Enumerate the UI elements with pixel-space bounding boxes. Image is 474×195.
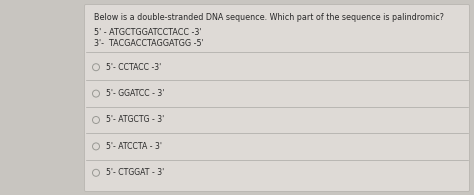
Text: 5'- CTGGAT - 3': 5'- CTGGAT - 3' (106, 168, 164, 177)
FancyBboxPatch shape (84, 4, 470, 191)
Text: 5'- ATGCTG - 3': 5'- ATGCTG - 3' (106, 115, 164, 124)
Text: 5'- CCTACC -3': 5'- CCTACC -3' (106, 63, 161, 72)
Text: 5'- ATCCTA - 3': 5'- ATCCTA - 3' (106, 142, 162, 151)
Text: 5' - ATGCTGGATCCTACC -3': 5' - ATGCTGGATCCTACC -3' (94, 28, 201, 37)
Text: 5'- GGATCC - 3': 5'- GGATCC - 3' (106, 89, 164, 98)
Text: Below is a double-stranded DNA sequence. Which part of the sequence is palindrom: Below is a double-stranded DNA sequence.… (94, 13, 444, 22)
Text: 3'-  TACGACCTAGGATGG -5': 3'- TACGACCTAGGATGG -5' (94, 39, 204, 48)
